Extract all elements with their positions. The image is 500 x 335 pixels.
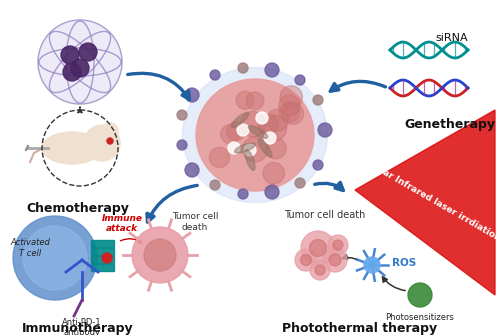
Circle shape — [246, 92, 264, 110]
Circle shape — [318, 123, 332, 137]
Circle shape — [279, 102, 299, 122]
Text: Chemotherapy: Chemotherapy — [26, 202, 130, 215]
Circle shape — [102, 253, 112, 263]
Circle shape — [265, 63, 279, 77]
Text: Near Infrared laser irrdiation: Near Infrared laser irrdiation — [368, 161, 500, 243]
Text: Immunotherapy: Immunotherapy — [22, 322, 134, 335]
Circle shape — [313, 160, 323, 170]
Ellipse shape — [234, 143, 256, 153]
Ellipse shape — [182, 67, 328, 202]
Text: ROS: ROS — [392, 258, 416, 268]
Circle shape — [107, 138, 113, 144]
Circle shape — [210, 180, 220, 190]
Circle shape — [61, 46, 79, 64]
Circle shape — [71, 59, 89, 77]
Circle shape — [282, 103, 304, 124]
Circle shape — [226, 122, 246, 141]
Circle shape — [237, 124, 249, 136]
Text: Photosensitizers: Photosensitizers — [386, 313, 454, 322]
Circle shape — [244, 144, 256, 156]
Text: siRNA: siRNA — [435, 33, 468, 43]
FancyBboxPatch shape — [92, 249, 114, 256]
Circle shape — [265, 185, 279, 199]
FancyBboxPatch shape — [92, 257, 114, 264]
Text: Genetherapy: Genetherapy — [404, 118, 496, 131]
Circle shape — [185, 88, 199, 102]
Circle shape — [315, 265, 325, 275]
Circle shape — [177, 140, 187, 150]
Ellipse shape — [248, 126, 268, 138]
Circle shape — [264, 132, 276, 144]
Circle shape — [79, 43, 97, 61]
Circle shape — [313, 95, 323, 105]
Circle shape — [278, 95, 300, 116]
FancyBboxPatch shape — [92, 265, 114, 271]
Circle shape — [13, 216, 97, 300]
Circle shape — [238, 63, 248, 73]
Circle shape — [333, 240, 343, 250]
Text: Tumor cell
death: Tumor cell death — [172, 212, 218, 232]
Circle shape — [300, 255, 312, 266]
Circle shape — [132, 227, 188, 283]
Circle shape — [210, 70, 220, 80]
Circle shape — [210, 147, 230, 168]
Circle shape — [263, 162, 284, 184]
Circle shape — [260, 115, 287, 141]
Circle shape — [329, 254, 341, 266]
Circle shape — [408, 283, 432, 307]
Circle shape — [236, 91, 254, 109]
Text: Anti-PD-1
antibody: Anti-PD-1 antibody — [62, 318, 102, 335]
Ellipse shape — [42, 132, 102, 164]
Circle shape — [220, 125, 240, 144]
Circle shape — [144, 239, 176, 271]
Circle shape — [295, 75, 305, 85]
Circle shape — [301, 231, 335, 265]
Circle shape — [256, 112, 268, 124]
Circle shape — [266, 109, 288, 131]
Ellipse shape — [196, 79, 314, 191]
Circle shape — [266, 138, 286, 159]
Circle shape — [228, 142, 240, 154]
FancyBboxPatch shape — [92, 241, 114, 248]
Ellipse shape — [245, 150, 255, 171]
Text: Photothermal therapy: Photothermal therapy — [282, 322, 438, 335]
Circle shape — [310, 260, 330, 280]
Circle shape — [295, 249, 317, 271]
Polygon shape — [355, 110, 495, 295]
Circle shape — [84, 125, 120, 161]
Ellipse shape — [258, 139, 272, 157]
Circle shape — [38, 20, 122, 104]
Circle shape — [242, 137, 268, 162]
Circle shape — [185, 163, 199, 177]
Circle shape — [258, 115, 278, 135]
Circle shape — [240, 112, 266, 137]
Circle shape — [310, 240, 326, 257]
Circle shape — [328, 235, 348, 255]
Circle shape — [102, 123, 118, 139]
Circle shape — [23, 226, 87, 290]
Circle shape — [280, 86, 302, 108]
Ellipse shape — [232, 113, 248, 128]
Circle shape — [295, 178, 305, 188]
Text: Activated
T cell: Activated T cell — [10, 238, 50, 258]
Circle shape — [238, 189, 248, 199]
Circle shape — [364, 257, 380, 273]
Circle shape — [63, 63, 81, 81]
Text: Immune
attack: Immune attack — [102, 214, 142, 233]
Circle shape — [177, 110, 187, 120]
Text: Tumor cell death: Tumor cell death — [284, 210, 366, 220]
Circle shape — [323, 248, 347, 272]
